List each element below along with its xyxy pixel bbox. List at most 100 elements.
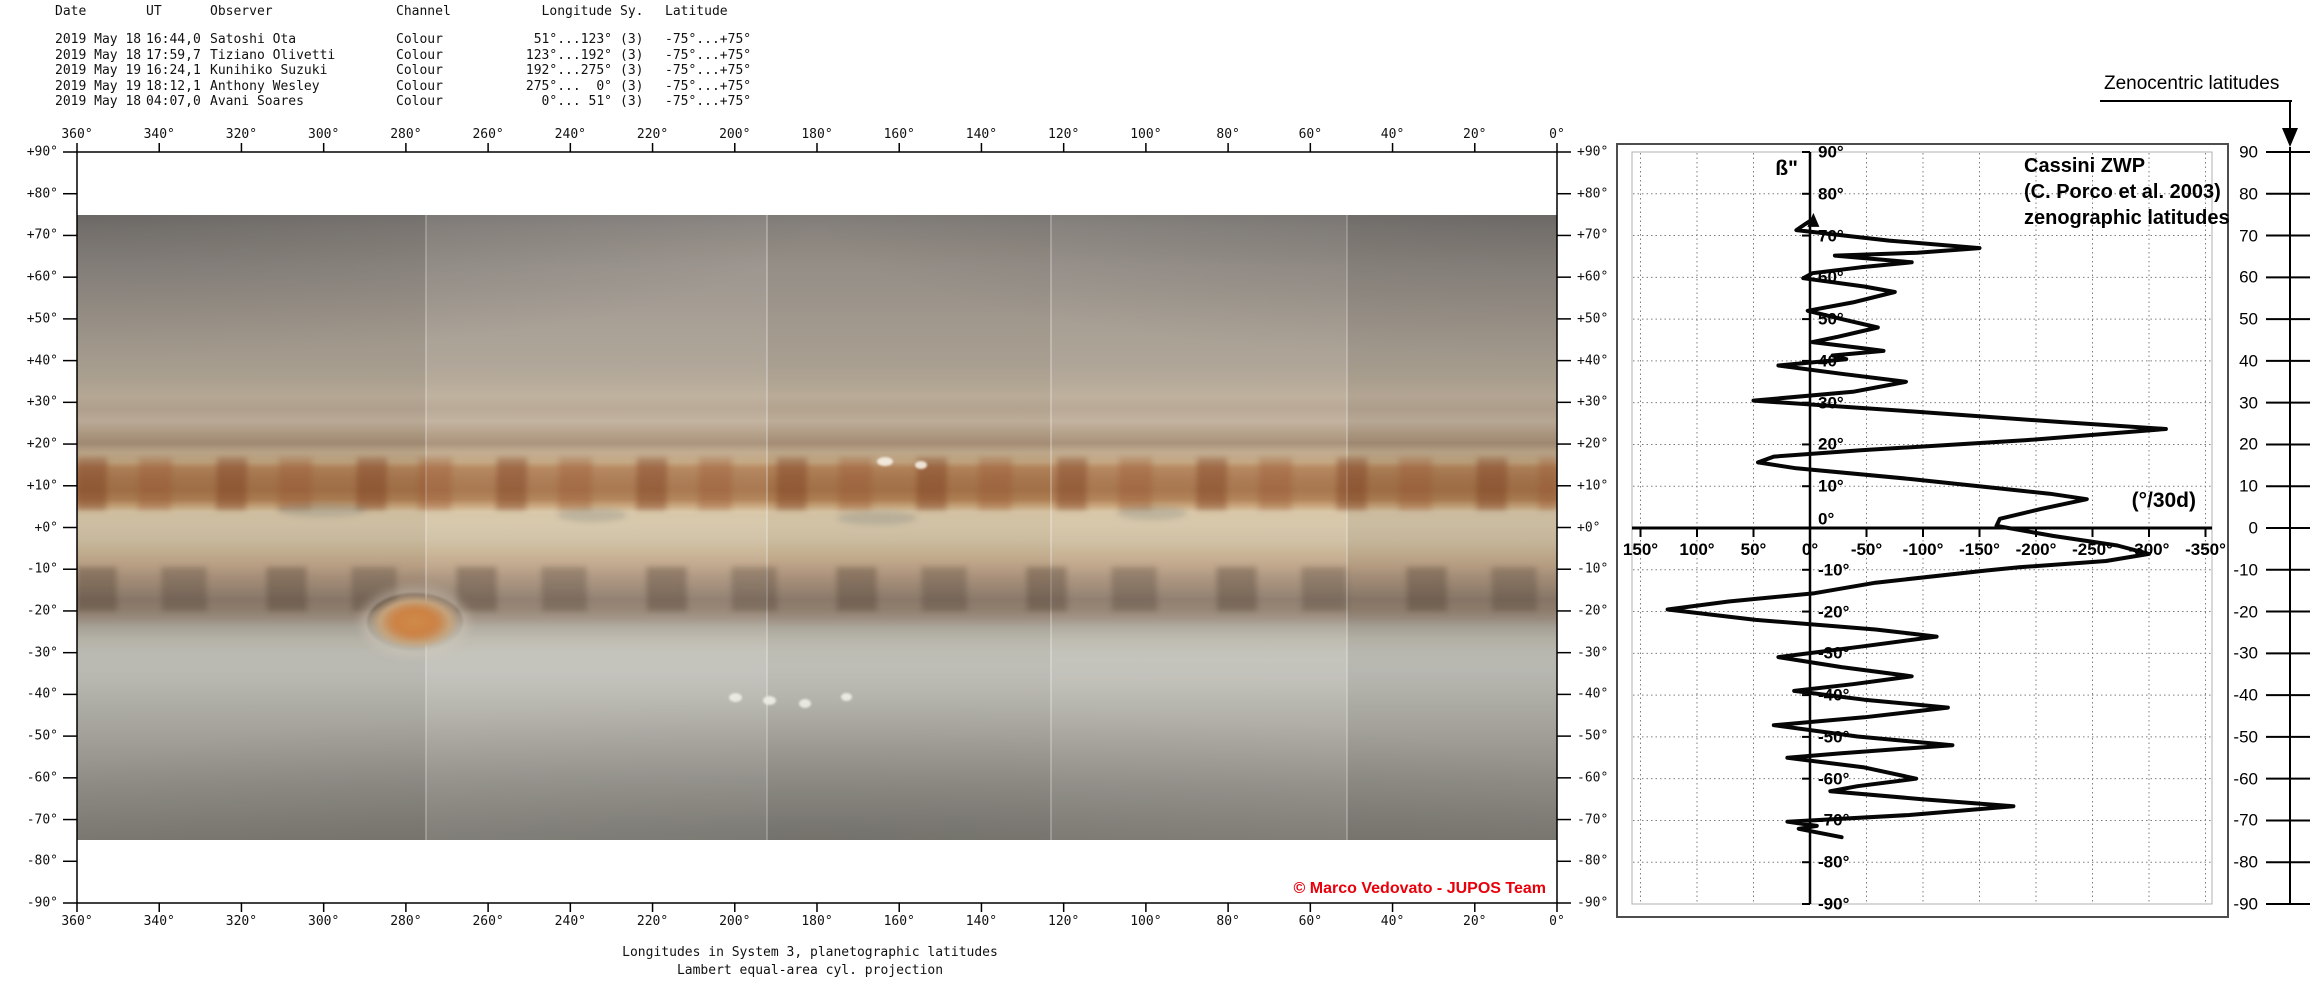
obs-cell: Colour <box>396 32 443 48</box>
map-lat-label-left: +60° <box>26 269 58 285</box>
obs-cell: 2019 May 19 <box>55 63 142 79</box>
jupiter-map-photo <box>77 215 1557 840</box>
obs-cell: 18:12,1 <box>146 78 201 94</box>
obs-cell: Colour <box>396 47 443 63</box>
map-lat-label-right: -40° <box>1577 686 1609 702</box>
obs-col-header: Channel <box>396 4 451 19</box>
map-lat-label-left: +0° <box>34 520 58 535</box>
map-lat-label-right: -80° <box>1577 853 1609 869</box>
chart-lat-label: 10° <box>1818 476 1844 496</box>
zenocentric-scale-label: -20 <box>2233 602 2258 622</box>
map-lon-label-bottom: 260° <box>472 914 504 929</box>
map-lat-label-left: +10° <box>26 478 58 494</box>
map-lat-label-left: -30° <box>26 645 58 661</box>
map-lat-label-left: +50° <box>26 311 58 327</box>
chart-lat-label: 50° <box>1818 309 1844 329</box>
chart-lat-label: -10° <box>1818 560 1850 580</box>
obs-col-header: Sy. <box>620 4 644 19</box>
zwp-curve <box>1665 216 2168 840</box>
zenocentric-scale-title: Zenocentric latitudes <box>2104 73 2280 94</box>
obs-cell: Anthony Wesley <box>210 78 320 94</box>
obs-col-header: Date <box>55 4 87 19</box>
map-lon-label-top: 20° <box>1463 127 1487 142</box>
frame <box>1631 151 2213 905</box>
map-lon-label-top: 140° <box>965 127 998 142</box>
map-lon-label-bottom: 140° <box>965 914 998 929</box>
map-lat-label-right: +90° <box>1577 144 1609 160</box>
obs-cell: 0°... 51° <box>525 94 612 110</box>
obs-cell: 2019 May 19 <box>55 78 142 94</box>
chart-x-tick-label: -150° <box>1959 540 2000 559</box>
obs-cell: -75°...+75° <box>665 32 752 48</box>
map-lon-label-bottom: 320° <box>225 914 258 929</box>
map-lon-label-bottom: 280° <box>390 914 422 929</box>
map-lon-label-top: 300° <box>308 127 340 142</box>
zenocentric-scale-label: 0 <box>2248 518 2258 538</box>
map-lat-label-right: +30° <box>1577 394 1609 410</box>
map-lat-label-left: +70° <box>26 227 58 243</box>
beta-axis-symbol: ß" <box>1775 157 1798 180</box>
map-lat-label-right: -50° <box>1577 728 1609 744</box>
map-lon-label-top: 60° <box>1298 127 1323 142</box>
obs-cell: 2019 May 18 <box>55 32 142 48</box>
map-lon-label-bottom: 0° <box>1549 914 1565 929</box>
obs-cell: 17:59,7 <box>146 47 201 63</box>
obs-cell: 123°...192° <box>525 47 612 63</box>
chart-lat-label: 60° <box>1818 267 1844 287</box>
chart-x-tick-label: 100° <box>1679 540 1715 559</box>
map-lon-label-bottom: 300° <box>308 914 340 929</box>
chart-lat-label: -40° <box>1818 685 1850 705</box>
chart-x-tick-label: -200° <box>2015 540 2057 559</box>
chart-lat-label: 80° <box>1818 184 1844 204</box>
chart-title-line1: Cassini ZWP <box>2024 155 2146 177</box>
zenocentric-scale-label: 70 <box>2239 226 2258 246</box>
zenocentric-scale-label: -40 <box>2233 685 2258 705</box>
obs-cell: Satoshi Ota <box>210 32 297 48</box>
zenocentric-scale-label: -80 <box>2233 852 2258 872</box>
obs-cell: 192°...275° <box>525 63 612 79</box>
map-lon-label-top: 360° <box>61 127 93 142</box>
chart-title-line2: (C. Porco et al. 2003) <box>2024 181 2221 203</box>
chart-lat-label: 40° <box>1818 351 1844 371</box>
map-lon-label-top: 180° <box>801 127 833 142</box>
zenocentric-scale-label: -50 <box>2233 727 2258 747</box>
chart-x-tick-label: -300° <box>2128 540 2170 559</box>
map-lon-label-top: 280° <box>390 127 422 142</box>
chart-lat-label: -60° <box>1818 769 1850 789</box>
obs-cell: Colour <box>396 78 443 94</box>
obs-cell: -75°...+75° <box>665 78 752 94</box>
map-lat-label-right: +0° <box>1577 520 1601 535</box>
map-lat-label-left: -70° <box>26 812 58 828</box>
map-lon-label-bottom: 200° <box>719 914 751 929</box>
map-lat-label-left: +80° <box>26 186 58 202</box>
map-lon-label-bottom: 340° <box>143 914 175 929</box>
map-lat-label-right: +60° <box>1577 269 1609 285</box>
chart-x-tick-label: -100° <box>1902 540 1944 559</box>
chart-lat-label: -80° <box>1818 852 1850 872</box>
chart-lat-label: 70° <box>1818 226 1844 246</box>
map-lat-label-left: +30° <box>26 394 58 410</box>
obs-cell: -75°...+75° <box>665 94 752 110</box>
map-lon-label-top: 260° <box>472 127 504 142</box>
obs-cell: Kunihiko Suzuki <box>210 63 328 79</box>
map-lat-label-right: -70° <box>1577 812 1609 828</box>
chart-title-line3: zenographic latitudes <box>2024 207 2230 229</box>
map-lat-label-right: +50° <box>1577 311 1609 327</box>
map-lat-label-right: +10° <box>1577 478 1609 494</box>
map-lon-label-bottom: 180° <box>801 914 833 929</box>
zenocentric-scale-label: 80 <box>2239 184 2258 204</box>
map-lat-label-left: -80° <box>26 853 58 869</box>
zenocentric-scale-label: 10 <box>2239 476 2258 496</box>
map-caption-line2: Lambert equal-area cyl. projection <box>676 963 944 978</box>
map-lat-label-right: +40° <box>1577 353 1609 369</box>
zenocentric-scale-label: 30 <box>2239 393 2258 413</box>
map-lat-label-right: -30° <box>1577 645 1609 661</box>
frame <box>1616 143 2229 918</box>
zenocentric-scale-label: -90 <box>2233 894 2258 914</box>
chart-lat-label: -30° <box>1818 643 1850 663</box>
obs-col-header: Observer <box>210 4 273 19</box>
map-lat-label-right: -20° <box>1577 603 1609 619</box>
obs-cell: (3) <box>620 94 644 110</box>
map-lon-label-top: 100° <box>1130 127 1162 142</box>
